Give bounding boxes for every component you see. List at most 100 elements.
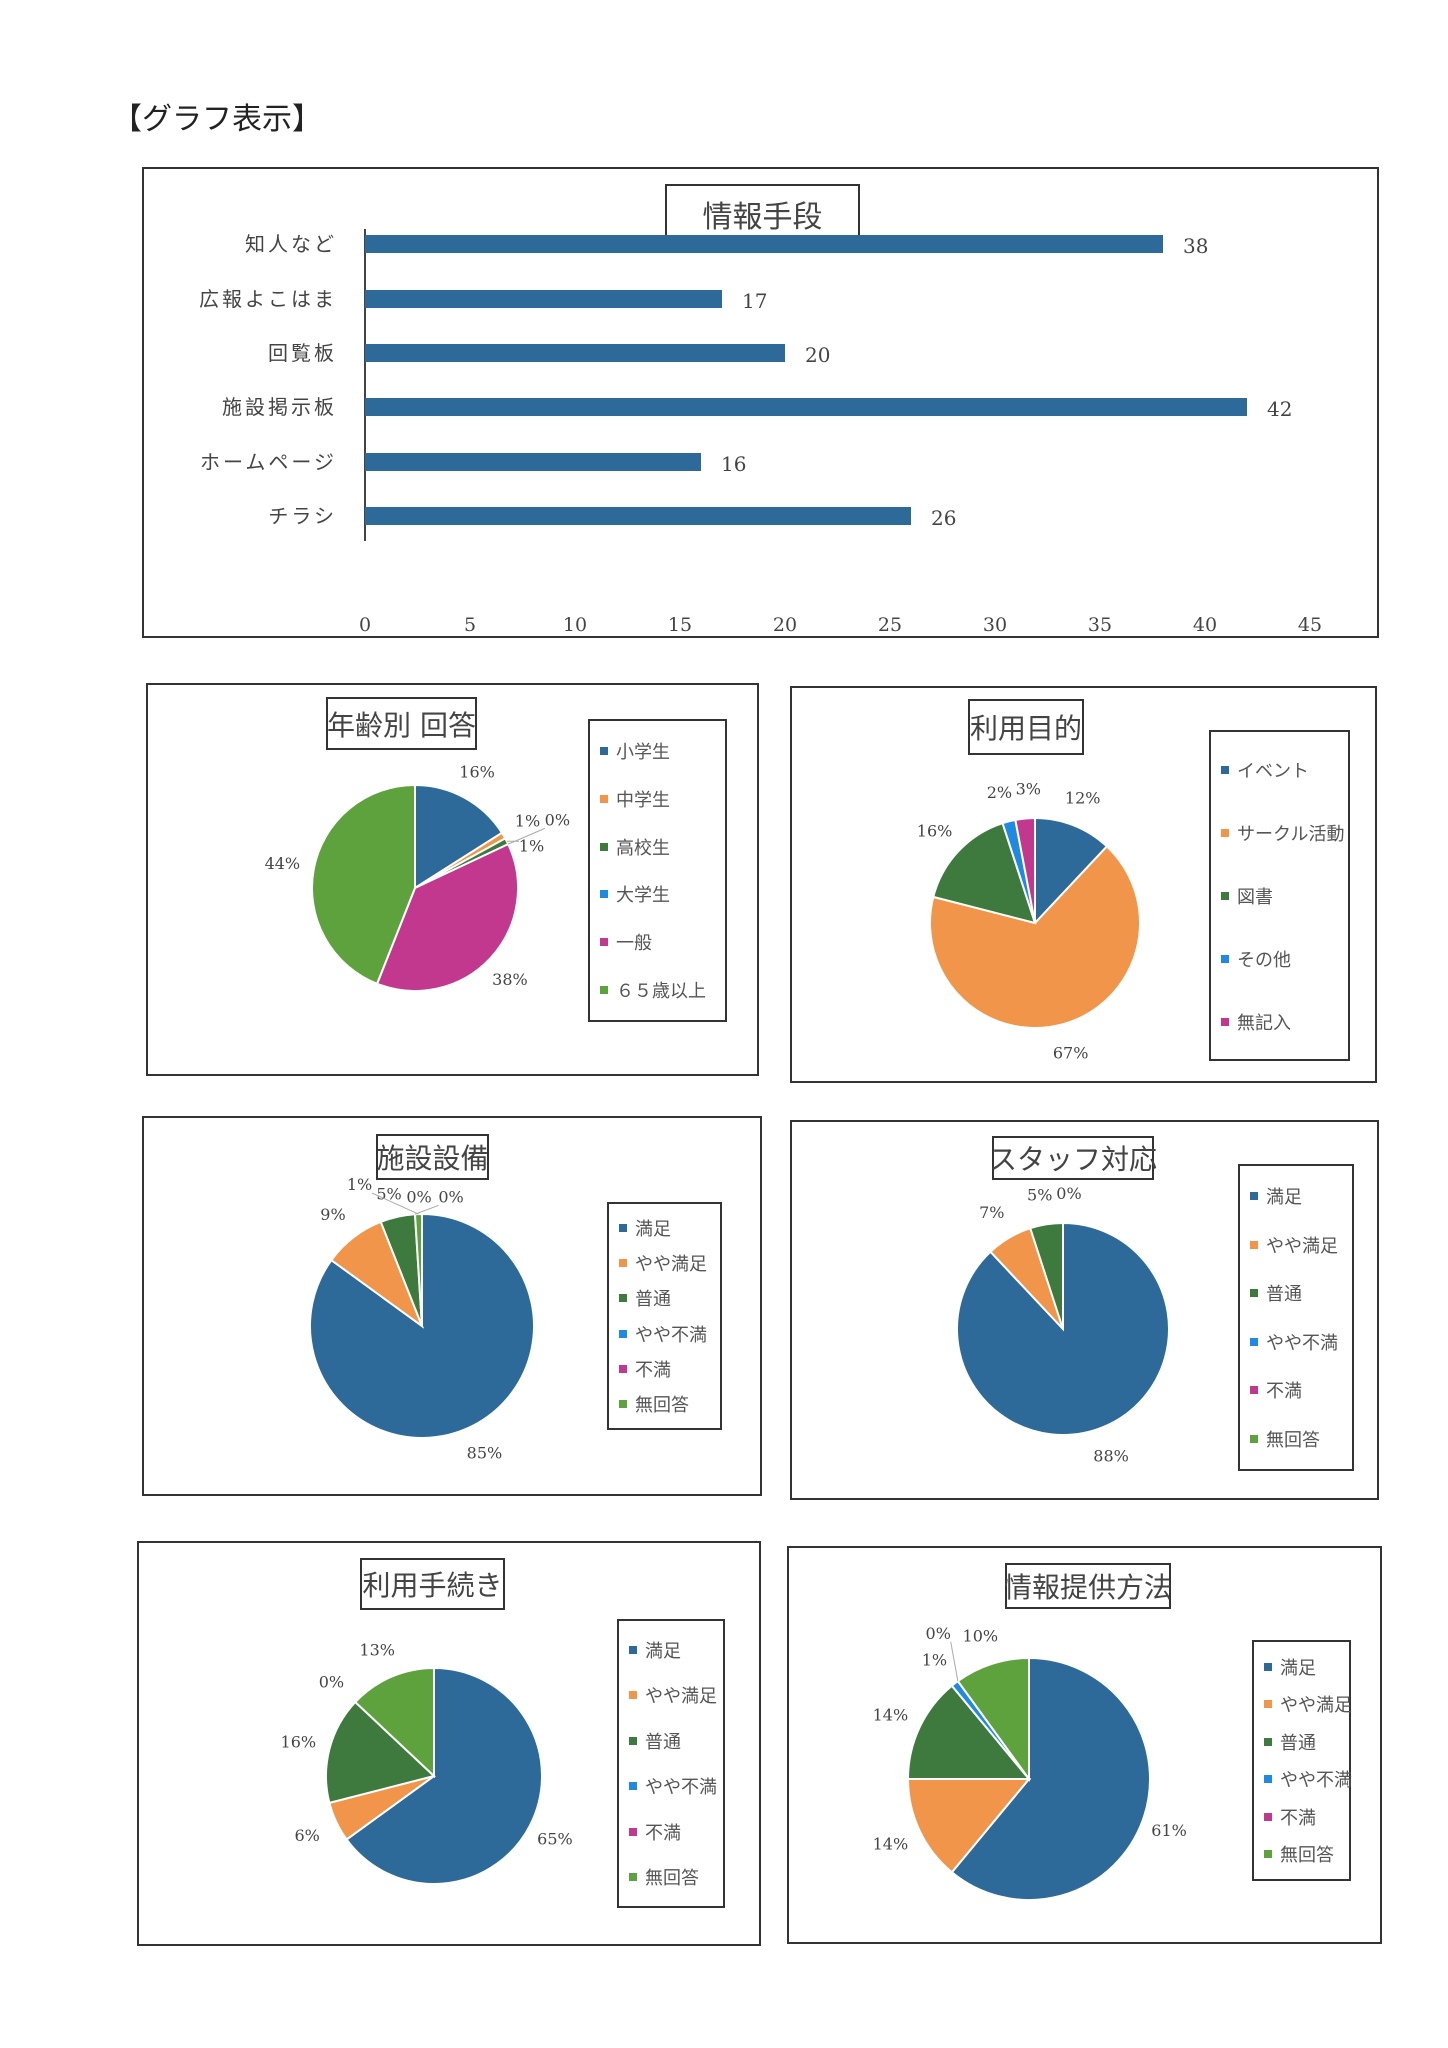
pie-slice — [1028, 1221, 1064, 1330]
pie-slice — [1014, 816, 1036, 924]
legend-item: ６５歳以上 — [600, 977, 715, 1003]
slice-label: 5% — [1027, 1186, 1052, 1205]
legend-swatch-icon — [619, 1329, 627, 1338]
pie-slice — [375, 842, 519, 992]
leader-line — [950, 1641, 959, 1682]
x-tick-label: 0 — [359, 614, 371, 636]
legend-label: やや不満 — [1280, 1770, 1352, 1792]
slice-label: 13% — [359, 1640, 395, 1659]
legend-item: その他 — [1221, 946, 1338, 972]
legend-item: やや不満 — [629, 1773, 717, 1799]
legend-label: 普通 — [645, 1731, 681, 1753]
legend-item: イベント — [1221, 757, 1338, 783]
legend-item: 小学生 — [600, 738, 715, 764]
slice-label: 14% — [873, 1834, 909, 1853]
slice-label: 16% — [917, 822, 953, 841]
pie-slice — [950, 1656, 1151, 1901]
slice-label: 14% — [873, 1706, 909, 1725]
legend-swatch-icon — [600, 890, 608, 899]
legend-swatch-icon — [1250, 1289, 1258, 1298]
legend-swatch-icon — [600, 938, 608, 947]
legend-swatch-icon — [600, 746, 608, 755]
slice-label: 1% — [515, 811, 540, 830]
legend-label: イベント — [1237, 760, 1309, 782]
staff-pie-card: 88% 7% 5% 0% スタッフ対応 満足 やや満足 普通 やや不満 不満 無回答 — [790, 1120, 1379, 1500]
legend: 小学生 中学生 高校生 大学生 一般 ６５歳以上 — [588, 719, 727, 1022]
slice-label: 1% — [922, 1651, 947, 1670]
legend-label: やや満足 — [635, 1253, 707, 1275]
pie-slice — [906, 1684, 1032, 1780]
legend-label: 不満 — [1266, 1381, 1302, 1403]
slice-label: 9% — [320, 1205, 345, 1224]
legend-label: ６５歳以上 — [616, 981, 706, 1003]
legend-item: 満足 — [619, 1215, 710, 1241]
pie-plot: 85% 9% 5% 0% 0% 1% — [309, 1175, 535, 1463]
legend-label: 無回答 — [635, 1395, 689, 1417]
legend-swatch-icon — [629, 1782, 637, 1791]
legend-item: 不満 — [1264, 1804, 1339, 1830]
legend-swatch-icon — [1264, 1700, 1272, 1709]
legend-label: 満足 — [645, 1640, 681, 1662]
legend-label: 不満 — [1280, 1807, 1316, 1829]
legend-swatch-icon — [1264, 1812, 1272, 1821]
x-tick-label: 20 — [773, 614, 797, 636]
legend-swatch-icon — [629, 1873, 637, 1882]
facility-pie-card: 85% 9% 5% 0% 0% 1% 施設設備 満足 やや満足 普通 やや不満 不満 無回答 — [142, 1116, 762, 1496]
chart-title: 施設設備 — [376, 1134, 489, 1180]
slice-label: 5% — [376, 1184, 401, 1203]
legend-swatch-icon — [1250, 1434, 1258, 1443]
bar-plot: 知人など 38 広報よこはま 17 回覧板 20 施設掲示板 42 ホームページ 16 チラシ 26 0… — [199, 229, 1322, 636]
legend-label: 不満 — [635, 1359, 671, 1381]
data-label: 20 — [805, 343, 830, 367]
legend-label: 無回答 — [1266, 1429, 1320, 1451]
legend-swatch-icon — [629, 1691, 637, 1700]
legend-label: やや満足 — [1280, 1695, 1352, 1717]
data-label: 26 — [931, 506, 956, 530]
legend-label: 普通 — [1280, 1732, 1316, 1754]
legend-label: 満足 — [1280, 1657, 1316, 1679]
legend-swatch-icon — [619, 1258, 627, 1267]
legend-label: やや満足 — [1266, 1235, 1338, 1257]
legend-label: 不満 — [645, 1822, 681, 1844]
legend-label: 図書 — [1237, 886, 1273, 908]
slice-label: 0% — [438, 1187, 463, 1206]
legend-label: やや満足 — [645, 1686, 717, 1708]
legend-swatch-icon — [1264, 1737, 1272, 1746]
legend-label: 普通 — [1266, 1284, 1302, 1306]
data-label: 38 — [1183, 234, 1208, 258]
slice-label: 10% — [963, 1626, 999, 1645]
legend-swatch-icon — [619, 1364, 627, 1373]
legend-label: 無回答 — [1280, 1845, 1334, 1867]
info-method-pie-card: 61% 14% 14% 1% 0% 10% 情報提供方法 満足 やや満足 普通 やや不満 不満 無回答 — [787, 1546, 1382, 1944]
legend: 満足 やや満足 普通 やや不満 不満 無回答 — [1238, 1164, 1354, 1471]
legend-item: 一般 — [600, 929, 715, 955]
pie-plot: 16%1%1%0%38%44% — [265, 762, 570, 992]
leader-line — [507, 827, 546, 845]
category-label: 施設掲示板 — [222, 395, 337, 419]
legend-label: 普通 — [635, 1289, 671, 1311]
legend-label: 高校生 — [616, 837, 670, 859]
leader-line — [414, 1204, 439, 1215]
legend-swatch-icon — [1264, 1850, 1272, 1859]
slice-label: 61% — [1151, 1821, 1187, 1840]
slice-label: 3% — [1016, 780, 1041, 799]
legend-swatch-icon — [1264, 1662, 1272, 1671]
slice-label: 7% — [979, 1203, 1004, 1222]
x-tick-label: 40 — [1193, 614, 1217, 636]
legend-label: 満足 — [635, 1218, 671, 1240]
x-tick-label: 30 — [983, 614, 1007, 636]
bar — [365, 507, 911, 525]
legend-swatch-icon — [619, 1223, 627, 1232]
legend-label: 一般 — [616, 933, 652, 955]
category-label: 知人など — [245, 232, 337, 256]
legend-item: 普通 — [1250, 1280, 1342, 1306]
pie-slice — [311, 783, 416, 986]
legend-item: やや満足 — [619, 1250, 710, 1276]
x-tick-label: 25 — [878, 614, 902, 636]
bar — [365, 290, 722, 308]
legend-item: やや満足 — [1250, 1232, 1342, 1258]
chart-title: 年齢別 回答 — [326, 697, 477, 750]
slice-label: 0% — [319, 1673, 344, 1692]
slice-label: 38% — [492, 970, 528, 989]
legend-swatch-icon — [600, 794, 608, 803]
